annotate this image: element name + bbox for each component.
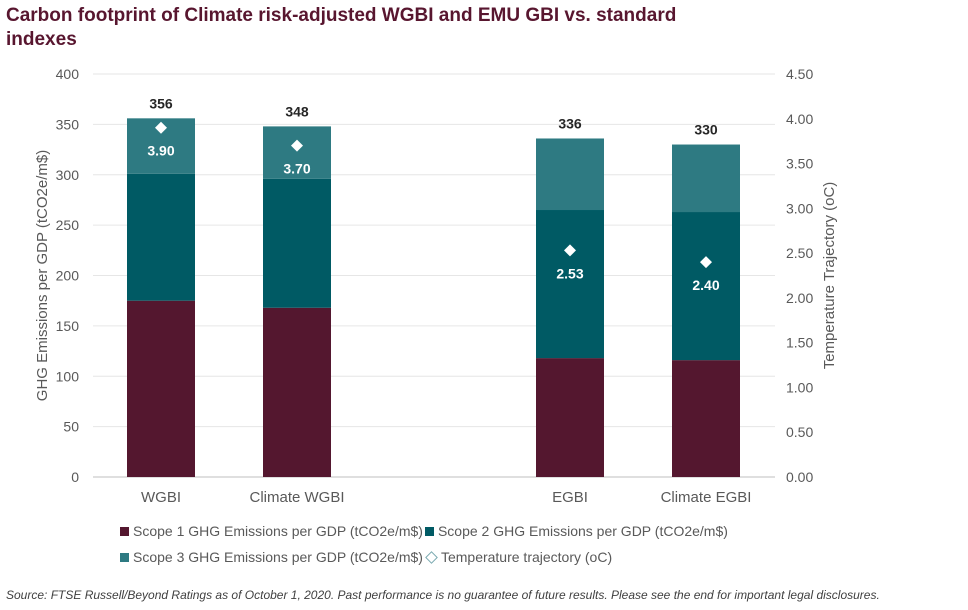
bar-segment-scope2 <box>127 173 195 301</box>
bar-segment-scope1 <box>536 358 604 477</box>
temperature-marker <box>700 256 712 269</box>
legend-label-scope3: Scope 3 GHG Emissions per GDP (tCO2e/m$) <box>133 549 423 565</box>
y2-axis-title: Temperature Trajectory (oC) <box>821 182 838 370</box>
legend-item-scope1: Scope 1 GHG Emissions per GDP (tCO2e/m$) <box>120 523 423 539</box>
source-note: Source: FTSE Russell/Beyond Ratings as o… <box>6 588 880 602</box>
bar-segment-scope2 <box>536 210 604 359</box>
x-category-label: Climate EGBI <box>661 489 752 506</box>
x-category-label: WGBI <box>141 489 181 506</box>
y-tick-label: 200 <box>56 268 80 284</box>
y-tick-label: 50 <box>63 419 79 435</box>
y2-tick-label: 3.50 <box>786 156 813 172</box>
y-tick-label: 150 <box>56 318 80 334</box>
temperature-label: 3.90 <box>147 143 174 159</box>
bar-segment-scope3 <box>672 144 740 213</box>
temperature-label: 3.70 <box>283 161 310 177</box>
bar-total-label: 330 <box>694 122 718 138</box>
y-tick-label: 0 <box>71 469 79 485</box>
y-tick-label: 300 <box>56 167 80 183</box>
bar-total-label: 336 <box>558 115 582 131</box>
y2-tick-label: 2.00 <box>786 290 813 306</box>
y2-tick-label: 4.50 <box>786 66 813 82</box>
chart-legend: Scope 1 GHG Emissions per GDP (tCO2e/m$)… <box>120 518 820 570</box>
legend-swatch-scope1 <box>120 526 129 536</box>
legend-label-temp: Temperature trajectory (oC) <box>440 549 613 565</box>
legend-diamond-icon <box>425 550 438 564</box>
y2-tick-label: 1.50 <box>786 335 813 351</box>
y-tick-label: 400 <box>56 66 80 82</box>
legend-swatch-scope2 <box>424 526 434 536</box>
legend-item-scope3: Scope 3 GHG Emissions per GDP (tCO2e/m$) <box>120 549 423 565</box>
temperature-label: 2.53 <box>556 265 583 281</box>
bar-segment-scope3 <box>536 138 604 211</box>
y2-tick-label: 0.00 <box>786 469 813 485</box>
bar-segment-scope3 <box>263 126 331 179</box>
chart-title: Carbon footprint of Climate risk-adjuste… <box>6 5 677 50</box>
y-axis-title: GHG Emissions per GDP (tCO2e/m$) <box>34 150 51 401</box>
bar-segment-scope1 <box>263 307 331 477</box>
temperature-marker <box>155 121 167 134</box>
legend-label-scope2: Scope 2 GHG Emissions per GDP (tCO2e/m$) <box>437 523 728 539</box>
bar-total-label: 348 <box>285 103 309 119</box>
stacked-bar-chart: 0 50 100 150 200 250 300 350 400 0.00 0.50 1.00 1.50… <box>34 66 838 506</box>
temperature-label: 2.40 <box>692 277 719 293</box>
temperature-marker <box>291 139 303 152</box>
bar-segment-scope1 <box>672 360 740 477</box>
y-tick-label: 100 <box>56 368 80 384</box>
legend-label-scope1: Scope 1 GHG Emissions per GDP (tCO2e/m$) <box>133 523 423 539</box>
temperature-marker <box>564 244 576 257</box>
y2-tick-label: 1.00 <box>786 379 813 395</box>
x-category-label: EGBI <box>552 489 588 506</box>
legend-item-scope2: Scope 2 GHG Emissions per GDP (tCO2e/m$) <box>424 523 728 539</box>
legend-item-temp: Temperature trajectory (oC) <box>423 549 612 565</box>
y2-tick-label: 3.00 <box>786 200 813 216</box>
y-tick-label: 250 <box>56 217 80 233</box>
y2-tick-label: 0.50 <box>786 424 813 440</box>
bar-total-label: 356 <box>149 95 173 111</box>
bar-segment-scope2 <box>672 212 740 361</box>
y-tick-label: 350 <box>56 116 80 132</box>
y2-tick-label: 4.00 <box>786 111 813 127</box>
legend-swatch-scope3 <box>120 552 129 562</box>
y2-tick-label: 2.50 <box>786 245 813 261</box>
bar-segment-scope2 <box>263 178 331 308</box>
bar-segment-scope1 <box>127 300 195 477</box>
x-category-label: Climate WGBI <box>249 489 344 506</box>
